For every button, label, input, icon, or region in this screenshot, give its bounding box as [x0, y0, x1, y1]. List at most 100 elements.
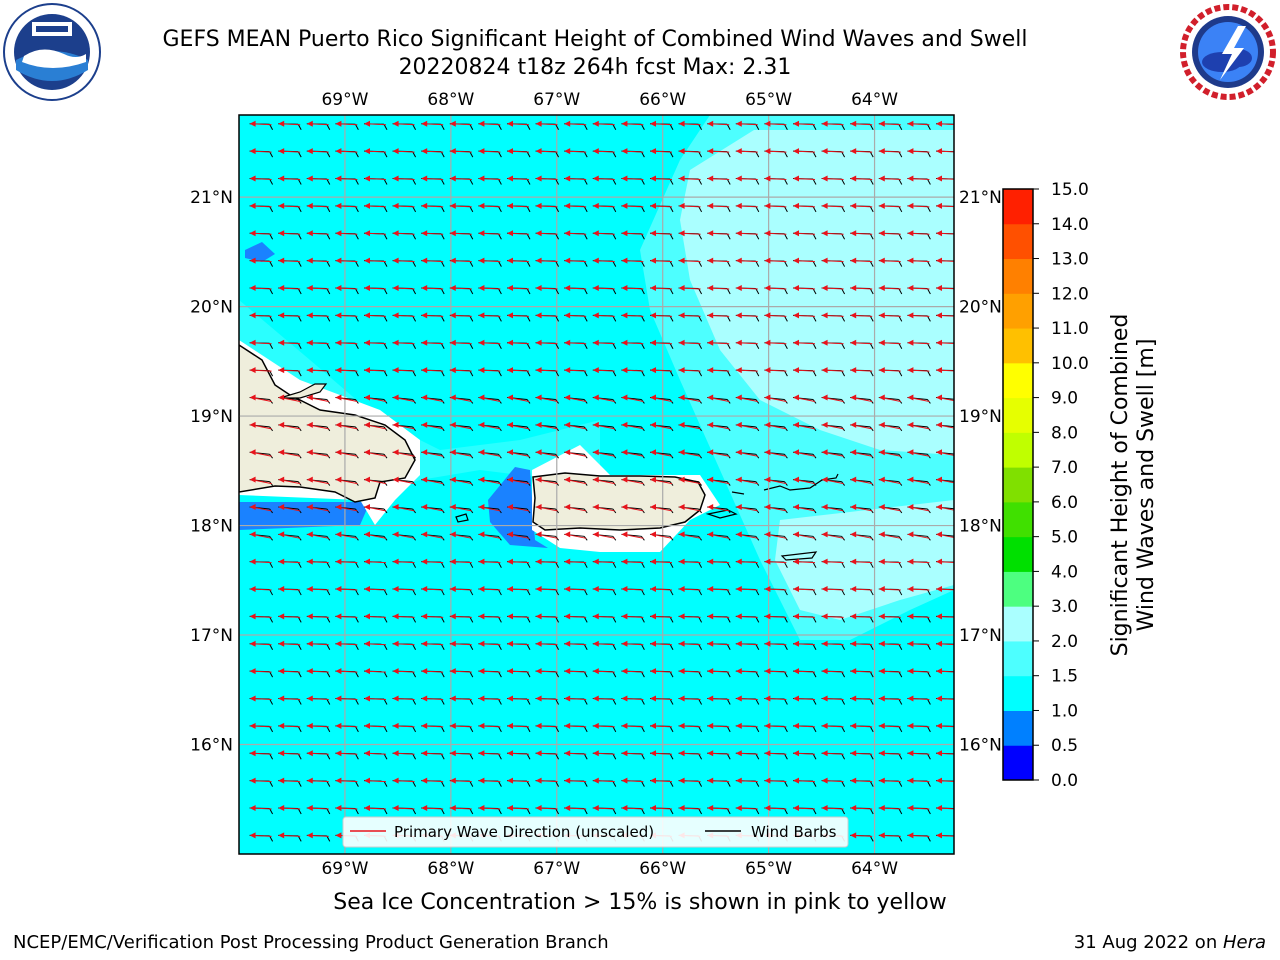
- wave-arrow-head: [506, 230, 513, 237]
- wave-arrow-head: [421, 421, 428, 428]
- wave-arrow-head: [278, 777, 285, 784]
- wave-arrow-head: [449, 312, 456, 319]
- wave-arrow-head: [707, 284, 714, 291]
- wave-arrow-head: [907, 148, 914, 155]
- wave-arrow-head: [249, 339, 256, 346]
- colorbar-tick-label: 0.0: [1051, 771, 1078, 791]
- wave-arrow-head: [278, 148, 285, 155]
- wave-arrow-head: [278, 394, 285, 401]
- wave-arrow-head: [678, 339, 685, 346]
- wave-arrow-head: [935, 613, 942, 620]
- wave-arrow-head: [335, 394, 342, 401]
- wave-arrow-head: [249, 558, 256, 565]
- wave-arrow-head: [878, 257, 885, 264]
- wave-arrow-head: [278, 503, 285, 510]
- wave-arrow-head: [792, 503, 799, 510]
- wave-arrow-head: [935, 148, 942, 155]
- wave-arrow-head: [621, 503, 628, 510]
- wave-arrow-head: [506, 449, 513, 456]
- wave-arrow-head: [564, 476, 571, 483]
- wave-arrow-head: [649, 312, 656, 319]
- wave-arrow-head: [421, 202, 428, 209]
- wave-arrow-head: [792, 668, 799, 675]
- wave-arrow-head: [678, 257, 685, 264]
- wave-arrow-head: [821, 367, 828, 374]
- wave-arrow-head: [278, 339, 285, 346]
- wave-arrow-head: [564, 421, 571, 428]
- wave-arrow-head: [649, 777, 656, 784]
- wave-arrow-head: [278, 558, 285, 565]
- wave-arrow-head: [764, 257, 771, 264]
- wave-arrow-head: [821, 120, 828, 127]
- wave-arrow-head: [707, 394, 714, 401]
- wave-arrow-head: [878, 503, 885, 510]
- wave-arrow-head: [421, 695, 428, 702]
- colorbar-tick-label: 12.0: [1051, 284, 1089, 304]
- wave-arrow-head: [764, 613, 771, 620]
- wave-arrow-head: [850, 558, 857, 565]
- wave-arrow-head: [907, 640, 914, 647]
- wind-barb-feather: [956, 261, 959, 267]
- wave-arrow-head: [306, 722, 313, 729]
- wave-arrow-head: [907, 503, 914, 510]
- wave-arrow-head: [564, 449, 571, 456]
- wave-arrow-head: [792, 175, 799, 182]
- wave-arrow-head: [421, 367, 428, 374]
- wave-arrow-head: [564, 750, 571, 757]
- wave-arrow-head: [506, 750, 513, 757]
- wave-arrow-head: [649, 586, 656, 593]
- colorbar-swatch: [1003, 293, 1033, 329]
- wave-arrow-head: [678, 421, 685, 428]
- footer-date-text: 31 Aug 2022 on: [1073, 932, 1223, 953]
- wave-arrow-head: [535, 668, 542, 675]
- wave-arrow-head: [449, 230, 456, 237]
- wave-arrow-head: [564, 120, 571, 127]
- wave-arrow-head: [764, 668, 771, 675]
- wave-arrow-head: [363, 531, 370, 538]
- wave-arrow-head: [678, 503, 685, 510]
- wave-arrow-head: [678, 230, 685, 237]
- wave-arrow-head: [249, 312, 256, 319]
- wave-arrow-head: [478, 695, 485, 702]
- wave-arrow-head: [821, 394, 828, 401]
- wind-barb-feather: [956, 672, 959, 678]
- wave-arrow-head: [707, 805, 714, 812]
- wave-arrow-head: [592, 202, 599, 209]
- wave-arrow-head: [506, 668, 513, 675]
- wave-arrow-head: [621, 312, 628, 319]
- wave-arrow-head: [907, 175, 914, 182]
- wave-arrow-head: [907, 421, 914, 428]
- wave-arrow-head: [249, 586, 256, 593]
- lat-tick-label: 19°N: [190, 407, 233, 427]
- wave-arrow-head: [421, 257, 428, 264]
- wave-arrow-head: [392, 476, 399, 483]
- wave-arrow-head: [249, 640, 256, 647]
- wave-arrow-head: [478, 148, 485, 155]
- wave-arrow-head: [907, 367, 914, 374]
- wave-arrow-head: [649, 750, 656, 757]
- wave-arrow-head: [449, 640, 456, 647]
- wave-arrow-head: [821, 476, 828, 483]
- culebra-island: [731, 491, 745, 495]
- wave-arrow-head: [564, 148, 571, 155]
- wave-arrow-head: [792, 312, 799, 319]
- wave-arrow-head: [449, 339, 456, 346]
- colorbar-swatch: [1003, 432, 1033, 468]
- wave-arrow-head: [564, 640, 571, 647]
- wave-arrow-head: [306, 503, 313, 510]
- vieques-island: [705, 509, 738, 519]
- wave-arrow-head: [935, 394, 942, 401]
- wave-arrow-head: [564, 175, 571, 182]
- wave-arrow-head: [535, 476, 542, 483]
- wave-arrow-head: [592, 777, 599, 784]
- wave-arrow-head: [792, 805, 799, 812]
- wave-arrow-head: [678, 613, 685, 620]
- wave-arrow-head: [707, 695, 714, 702]
- wave-arrow-head: [278, 421, 285, 428]
- wave-arrow-head: [306, 640, 313, 647]
- wave-arrow-head: [421, 230, 428, 237]
- wave-arrow-head: [792, 476, 799, 483]
- wave-arrow-head: [907, 613, 914, 620]
- wave-arrow-head: [707, 148, 714, 155]
